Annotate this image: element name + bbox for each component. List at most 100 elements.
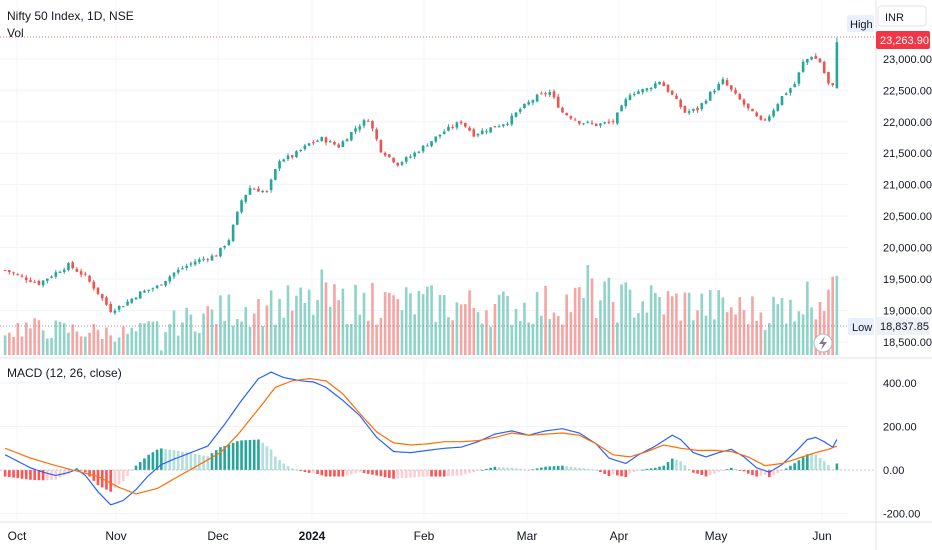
volume-bar — [620, 284, 623, 355]
price-candle — [358, 123, 362, 133]
volume-bar — [350, 323, 353, 355]
volume-bar — [464, 304, 467, 355]
volume-bar — [535, 292, 539, 355]
price-candle — [71, 261, 74, 270]
macd-histogram-bar — [641, 469, 644, 471]
macd-histogram-bar — [616, 470, 619, 476]
price-candle — [333, 140, 336, 146]
price-candle — [210, 253, 214, 261]
price-candle — [464, 122, 467, 128]
macd-tick-label: 400.00 — [883, 378, 917, 390]
macd-histogram-bar — [383, 470, 387, 478]
price-candle — [164, 280, 167, 288]
macd-histogram-bar — [396, 470, 400, 479]
macd-histogram-bar — [96, 470, 100, 486]
volume-bar — [231, 325, 235, 355]
volume-bar — [189, 314, 193, 355]
volume-bar — [20, 336, 24, 355]
volume-bar — [164, 332, 167, 355]
macd-histogram-bar — [16, 470, 20, 479]
volume-bar — [493, 303, 497, 355]
price-candle — [88, 274, 91, 283]
volume-bar — [202, 313, 205, 355]
volume-bar — [755, 320, 758, 355]
volume-bar — [641, 301, 644, 355]
lightning-icon[interactable] — [813, 333, 833, 353]
low-value-label: 18,837.85 — [880, 321, 929, 333]
price-candle — [172, 272, 176, 280]
volume-bar — [105, 327, 108, 355]
macd-histogram-bar — [29, 470, 32, 480]
volume-bar — [480, 323, 484, 355]
time-tick-label: 2024 — [299, 529, 326, 543]
macd-histogram-bar — [814, 454, 818, 470]
volume-bar — [24, 322, 28, 355]
volume-bar — [616, 322, 619, 355]
price-candle — [303, 143, 307, 151]
macd-histogram-bar — [130, 470, 134, 471]
volume-bar — [430, 285, 433, 355]
volume-bar — [8, 332, 11, 355]
macd-histogram-bar — [248, 439, 252, 470]
volume-bar — [316, 299, 319, 355]
price-candle — [240, 199, 243, 214]
volume-bar — [611, 302, 615, 355]
macd-histogram-bar — [628, 470, 632, 474]
volume-bar — [654, 292, 657, 355]
volume-bar — [176, 335, 180, 355]
volume-bar — [274, 324, 277, 355]
macd-histogram-bar — [675, 459, 678, 470]
price-candle — [738, 92, 742, 100]
volume-bar — [801, 314, 805, 355]
macd-histogram-bar — [151, 452, 155, 470]
price-candle — [261, 189, 264, 193]
macd-histogram-bar — [789, 465, 792, 470]
price-candle — [236, 211, 239, 226]
macd-histogram-bar — [345, 470, 349, 476]
price-candle — [168, 274, 172, 284]
currency-button[interactable] — [877, 5, 927, 27]
volume-bar — [290, 310, 294, 355]
macd-histogram-bar — [193, 454, 197, 470]
price-candle — [540, 91, 543, 95]
macd-histogram-bar — [160, 448, 163, 470]
volume-bar — [413, 314, 416, 355]
macd-histogram-bar — [806, 454, 809, 470]
price-candle — [476, 133, 480, 138]
price-candle — [46, 278, 49, 284]
volume-bar — [126, 333, 129, 355]
price-candle — [679, 98, 682, 109]
macd-histogram-bar — [307, 470, 311, 473]
macd-histogram-bar — [742, 470, 746, 472]
macd-histogram-bar — [358, 470, 362, 473]
macd-histogram-bar — [738, 470, 742, 471]
macd-histogram-bar — [459, 470, 463, 476]
price-candle — [730, 85, 733, 92]
price-candle — [3, 269, 7, 272]
volume-bar — [603, 281, 606, 355]
volume-bar — [468, 290, 471, 355]
volume-bar — [96, 329, 100, 355]
macd-histogram-bar — [620, 470, 623, 477]
price-tick-label: 22,000.00 — [883, 117, 932, 129]
macd-histogram-bar — [189, 453, 193, 470]
price-candle — [265, 190, 269, 193]
price-candle — [426, 143, 429, 147]
price-candle — [827, 71, 830, 86]
price-candle — [24, 274, 28, 283]
macd-histogram-bar — [506, 467, 509, 470]
price-candle — [316, 139, 319, 142]
volume-bar — [79, 336, 83, 355]
price-candle — [202, 256, 205, 262]
price-candle — [181, 265, 184, 270]
price-candle — [375, 127, 378, 142]
price-candle — [611, 119, 615, 125]
grid-lines — [0, 0, 848, 520]
price-candle — [84, 271, 87, 277]
volume-bar — [700, 293, 704, 355]
volume-bar — [527, 322, 530, 355]
volume-label: Vol — [7, 26, 24, 40]
macd-histogram-bar — [67, 470, 70, 474]
